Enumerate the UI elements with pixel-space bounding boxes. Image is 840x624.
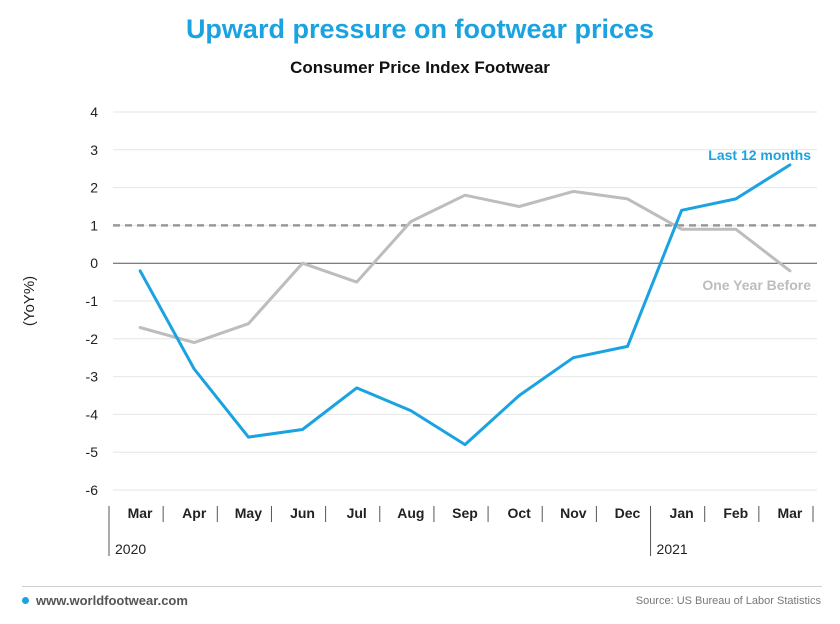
y-tick-label: 1 [90,217,98,233]
x-tick-label: Sep [452,505,478,521]
y-tick-label: -6 [86,482,99,498]
x-tick-label: Nov [560,505,587,521]
y-tick-label: -5 [86,444,99,460]
y-tick-label: 4 [90,104,98,120]
chart-subtitle: Consumer Price Index Footwear [290,58,550,77]
x-tick-label: Apr [182,505,207,521]
year-label: 2021 [657,541,688,557]
x-tick-label: Feb [723,505,748,521]
y-tick-label: -1 [86,293,99,309]
source-note: Source: US Bureau of Labor Statistics [635,595,821,607]
series-labels: Last 12 months One Year Before [702,147,811,293]
series-line-one-year-before [138,189,792,345]
y-tick-label: -2 [86,331,99,347]
x-tick-label: Mar [777,505,802,521]
footer-divider [22,586,822,587]
y-tick-label: 2 [90,180,98,196]
y-tick-label: 0 [90,255,98,271]
chart-title: Upward pressure on footwear prices [185,14,655,44]
series-line-last-12-months [138,163,792,447]
series-label-last-12-months: Last 12 months [708,147,811,163]
y-tick-label: -4 [86,406,99,422]
y-tick-label: -3 [86,369,99,385]
x-tick-label: Aug [397,505,424,521]
site-link[interactable]: www.worldfootwear.com [22,593,188,608]
site-label: www.worldfootwear.com [36,593,188,608]
x-tick-label: Jan [670,505,694,521]
y-axis-ticks: 4 3 2 1 0 -1 -2 -3 -4 -5 -6 (YoY%) [21,104,98,498]
series-lines [138,163,792,447]
x-tick-label: Dec [615,505,641,521]
grid-lines [113,111,817,491]
x-axis: Mar Apr May Jun Jul Aug Sep Oct Nov Dec Jan Feb Mar 2… [108,505,814,557]
y-tick-label: 3 [90,142,98,158]
x-tick-label: Jun [290,505,315,521]
series-label-one-year-before: One Year Before [702,277,811,293]
year-label: 2020 [115,541,146,557]
x-tick-label: Jul [347,505,367,521]
x-tick-label: May [235,505,262,521]
x-tick-label: Mar [128,505,153,521]
y-axis-label: (YoY%) [21,276,38,326]
x-tick-label: Oct [507,505,531,521]
bullet-dot-icon [22,597,29,604]
line-chart: 4 3 2 1 0 -1 -2 -3 -4 -5 -6 (YoY%) Mar Apr May Jun Jul A… [21,104,817,557]
